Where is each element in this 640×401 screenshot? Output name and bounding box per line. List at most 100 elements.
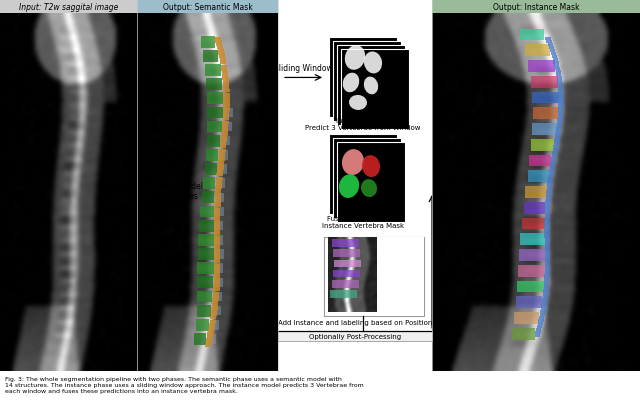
Bar [223,103,230,105]
Bar [333,260,360,267]
Bar [215,207,223,217]
Bar [213,292,220,295]
Bar [207,334,216,344]
Bar [520,234,545,245]
Bar [215,190,221,192]
Bar [222,124,228,128]
Text: Add Instance and labeling based on Position: Add Instance and labeling based on Posit… [278,319,432,325]
Bar [333,139,401,219]
Bar [545,217,550,220]
Bar [545,229,550,232]
Bar [207,136,220,147]
Bar [214,221,220,223]
Bar [554,139,559,142]
Bar [203,51,218,63]
Bar [214,233,220,236]
Bar [198,249,214,260]
Bar [207,122,221,133]
Ellipse shape [362,156,380,178]
Bar [223,81,229,84]
Bar [223,84,229,87]
Text: Sliding Window: Sliding Window [274,64,333,73]
Bar [559,97,564,100]
Bar [209,326,215,329]
Bar [531,77,557,89]
Bar [528,61,555,73]
Ellipse shape [364,53,382,74]
Bar [220,143,227,146]
Bar [214,248,220,251]
Bar [557,121,563,124]
Bar [205,164,217,176]
Bar [205,342,212,344]
Bar [214,255,220,257]
Bar [545,262,550,265]
Bar [554,142,559,145]
Bar [546,193,551,196]
Bar [214,279,220,282]
Bar [522,218,545,230]
Bar [223,109,230,112]
Bar [559,103,564,106]
Bar [545,205,550,208]
Bar [517,281,544,293]
Bar [214,227,220,230]
Bar [221,72,228,75]
Ellipse shape [342,150,364,176]
Bar [324,237,424,316]
Text: Optionally Post-Processing: Optionally Post-Processing [309,333,401,339]
Bar [558,106,563,109]
Bar [214,245,220,248]
Ellipse shape [364,77,378,95]
Bar [216,180,222,183]
Bar [329,38,397,118]
Bar [514,312,540,324]
Text: Output: Semantic Mask: Output: Semantic Mask [163,2,252,12]
Bar [207,332,214,335]
Bar [546,196,551,199]
Bar [545,211,550,214]
Bar [545,235,550,238]
Bar [557,118,563,121]
Bar [545,232,550,235]
Bar [545,226,550,229]
Bar [219,155,225,158]
Bar [377,237,424,316]
Bar [214,202,221,205]
Bar [200,206,214,218]
Bar [214,278,223,288]
Bar [222,75,228,78]
Bar [546,190,552,193]
Bar [214,205,221,208]
Bar [214,196,221,198]
Bar [223,121,228,124]
Bar [518,265,545,277]
Bar [558,88,563,91]
Bar [333,43,401,122]
Bar [221,65,227,69]
Bar [221,134,228,137]
Bar [215,192,221,196]
Bar [531,140,554,151]
Bar [223,96,230,99]
Bar [223,112,229,115]
Bar [196,305,211,317]
Bar [543,286,549,289]
Bar [545,256,550,259]
Bar [211,314,217,316]
Bar [552,151,557,154]
Ellipse shape [339,175,359,198]
Bar [196,319,209,331]
Bar [545,202,550,205]
Bar [538,322,543,325]
Bar [137,14,278,371]
Bar [222,128,228,130]
Bar [545,259,550,262]
Bar [218,165,224,168]
Bar [532,108,558,120]
Bar [540,313,545,316]
Bar [551,157,556,160]
Bar [554,65,559,67]
Ellipse shape [349,96,367,111]
Bar [218,158,225,162]
